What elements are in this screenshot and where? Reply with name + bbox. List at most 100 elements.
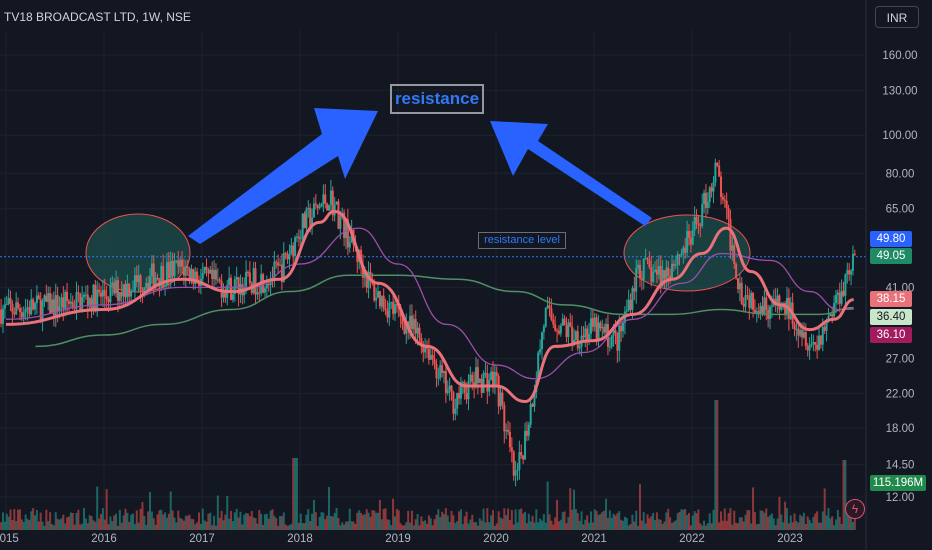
volume-bar	[740, 517, 743, 530]
volume-bar	[537, 522, 540, 530]
volume-bar	[343, 524, 346, 530]
candle-body	[844, 274, 847, 296]
volume-bar	[358, 510, 361, 530]
candle-body	[83, 294, 86, 298]
currency-button[interactable]: INR	[875, 6, 919, 28]
volume-bar	[393, 516, 396, 530]
volume-bar	[680, 509, 683, 530]
candle-body	[318, 207, 321, 209]
candle-body	[725, 200, 728, 209]
volume-bar	[842, 460, 845, 530]
volume-bar	[706, 523, 709, 530]
volume-bar	[475, 522, 478, 530]
volume-bar	[409, 522, 412, 530]
volume-bar	[103, 519, 106, 530]
candle-body	[115, 280, 118, 294]
candle-body	[439, 365, 442, 378]
candle-body	[573, 339, 576, 343]
candle-body	[629, 299, 632, 310]
volume-bar	[231, 521, 234, 530]
candle-body	[239, 284, 242, 295]
volume-bar	[7, 516, 10, 530]
volume-bar	[43, 525, 46, 530]
volume-bar	[218, 517, 221, 530]
x-tick-label: 2023	[777, 533, 803, 545]
candle-body	[599, 322, 602, 329]
volume-bar	[840, 524, 843, 530]
volume-bar	[262, 524, 265, 530]
candle-body	[576, 331, 579, 349]
volume-bar	[620, 519, 623, 530]
volume-bar	[130, 514, 133, 530]
candle-body	[47, 293, 50, 302]
candle-body	[128, 283, 131, 297]
volume-bar	[139, 508, 142, 530]
volume-bar	[58, 519, 61, 530]
volume-bar	[699, 523, 702, 530]
candle-body	[554, 324, 557, 331]
candle-body	[795, 328, 798, 330]
volume-bar	[473, 522, 476, 530]
candle-body	[748, 295, 751, 308]
volume-bar	[367, 512, 370, 530]
candle-body	[799, 330, 802, 336]
volume-bar	[86, 523, 89, 530]
candle-body	[348, 242, 351, 248]
candle-body	[701, 204, 704, 227]
flash-icon[interactable]: ϟ	[845, 499, 865, 519]
volume-bar	[243, 514, 246, 530]
candle-body	[69, 301, 72, 304]
candle-body	[780, 305, 783, 310]
volume-bar	[246, 513, 249, 530]
volume-bar	[516, 522, 519, 530]
candle-body	[388, 302, 391, 318]
volume-bar	[233, 512, 236, 530]
volume-bar	[326, 515, 329, 530]
volume-bar	[684, 509, 687, 530]
volume-bar	[806, 516, 809, 530]
volume-bar	[245, 513, 248, 530]
candle-body	[812, 342, 815, 345]
candle-body	[446, 389, 449, 393]
candle-body	[258, 292, 261, 294]
volume-bar	[644, 523, 647, 530]
volume-bar	[765, 508, 768, 530]
candle-body	[648, 260, 651, 268]
candle-body	[644, 258, 647, 260]
candle-body	[729, 219, 732, 251]
y-tick-label: 14.50	[886, 460, 915, 472]
volume-bar	[785, 508, 788, 530]
volume-bar	[122, 515, 125, 530]
volume-bar	[750, 523, 753, 530]
candle-body	[294, 237, 297, 257]
volume-bar	[467, 523, 470, 530]
candle-body	[150, 263, 153, 277]
volume-bar	[458, 511, 461, 530]
volume-bar	[258, 509, 261, 530]
volume-bar	[797, 522, 800, 530]
candle-body	[499, 392, 502, 407]
volume-bar	[463, 516, 466, 530]
volume-bar	[241, 524, 244, 530]
candle-body	[482, 373, 485, 393]
candle-body	[516, 469, 519, 471]
candle-body	[672, 263, 675, 266]
volume-bar	[73, 524, 76, 530]
volume-bar	[363, 514, 366, 530]
candle-body	[367, 271, 370, 288]
volume-bar	[459, 509, 462, 530]
volume-bar	[88, 515, 91, 530]
candle-body	[335, 201, 338, 205]
candle-body	[614, 330, 617, 333]
y-tick-label: 160.00	[882, 50, 917, 62]
volume-bar	[150, 511, 153, 530]
volume-bar	[493, 525, 496, 530]
candle-body	[280, 264, 283, 283]
volume-bar	[522, 513, 525, 530]
candle-body	[612, 330, 615, 336]
candle-body	[437, 377, 440, 379]
volume-bar	[356, 512, 359, 530]
candle-body	[201, 273, 204, 279]
volume-bar	[365, 509, 368, 530]
